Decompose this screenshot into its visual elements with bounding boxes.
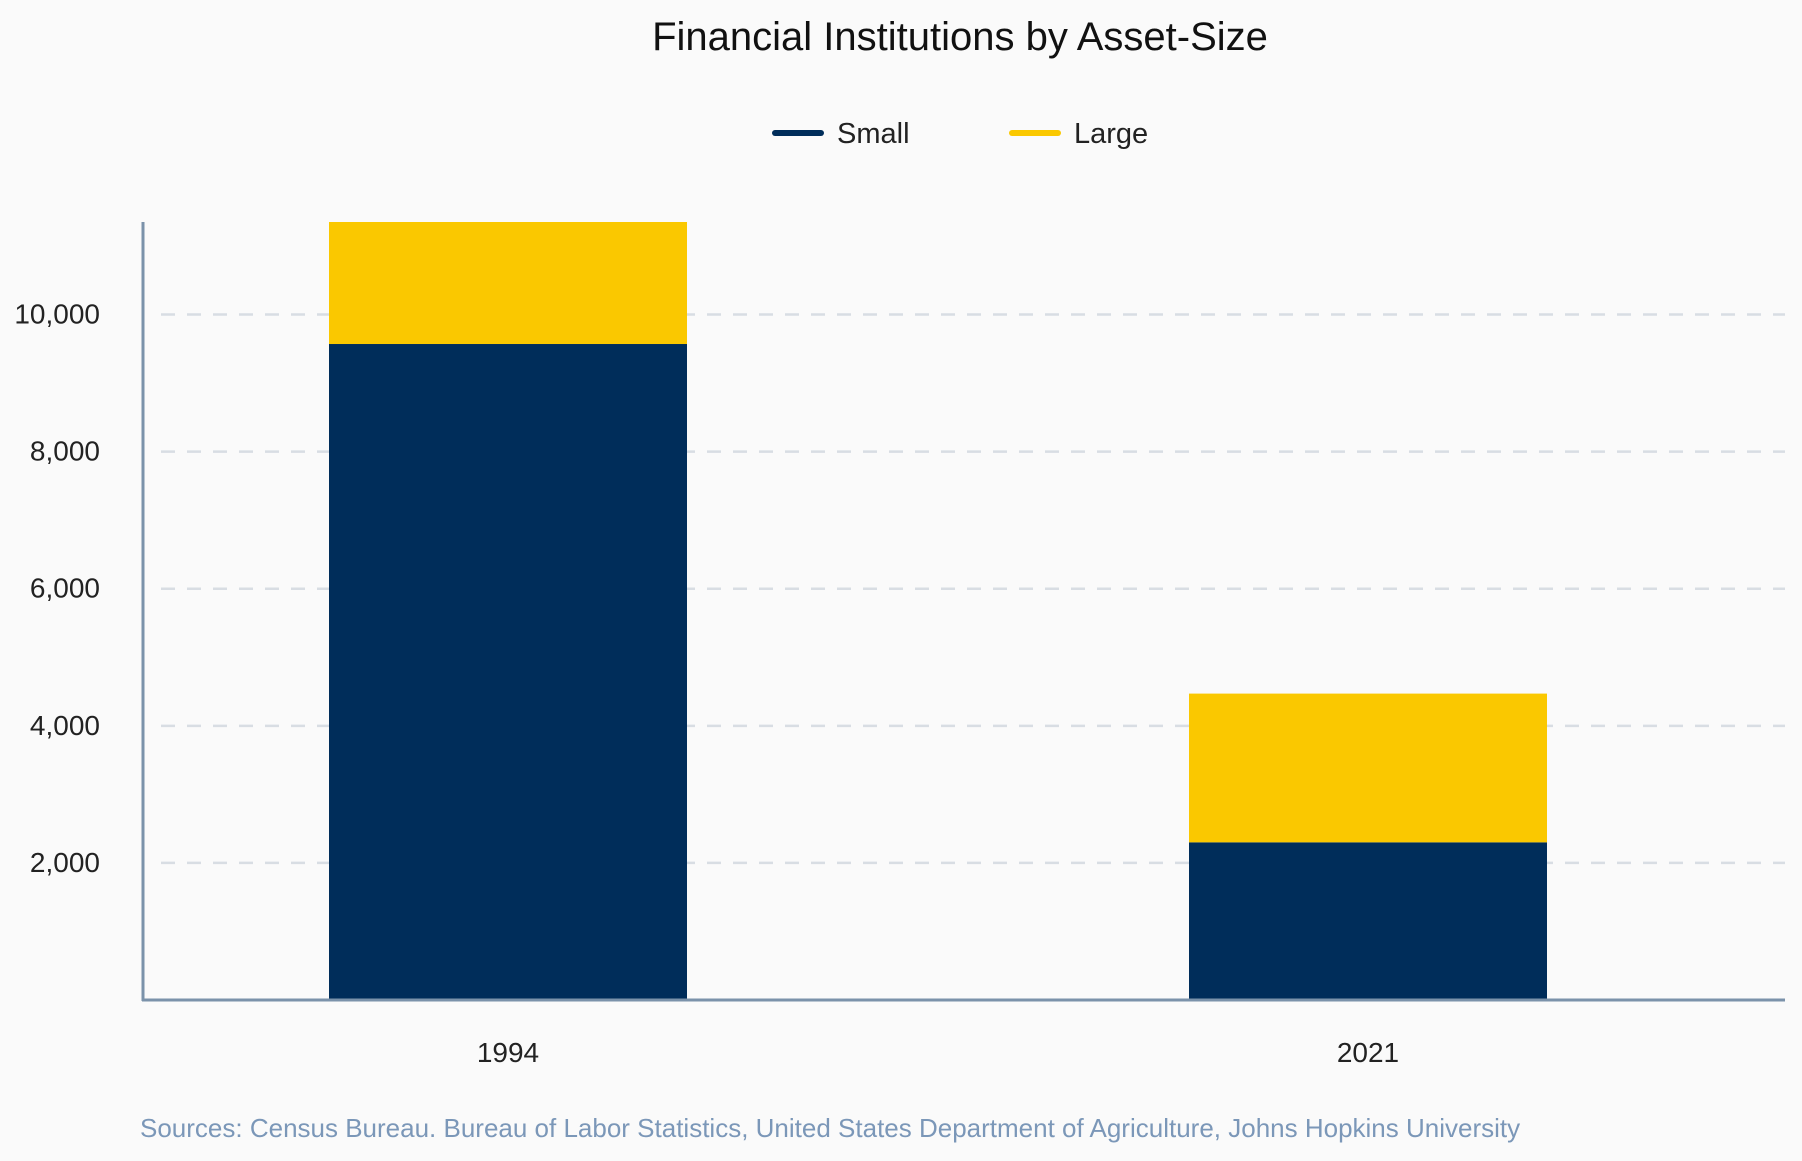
y-tick-label: 4,000: [30, 710, 100, 741]
legend-label-large: Large: [1074, 118, 1148, 150]
x-tick-label: 2021: [1337, 1037, 1399, 1068]
bar-large-1994: [329, 222, 687, 345]
y-tick-label: 8,000: [30, 436, 100, 467]
axes: [141, 222, 1785, 1002]
x-tick-labels: 1994 2021: [477, 1037, 1399, 1068]
y-tick-label: 10,000: [14, 299, 100, 330]
bar-small-1994: [329, 344, 687, 1000]
x-tick-label: 1994: [477, 1037, 539, 1068]
legend: Small Large: [772, 118, 1148, 150]
bar-large-2021: [1189, 693, 1547, 843]
legend-label-small: Small: [837, 118, 910, 150]
y-tick-label: 2,000: [30, 847, 100, 878]
bars: [329, 222, 1547, 1000]
y-tick-labels: 2,000 4,000 6,000 8,000 10,000: [14, 299, 100, 878]
chart-title: Financial Institutions by Asset-Size: [652, 15, 1268, 59]
bar-small-2021: [1189, 842, 1547, 1000]
y-tick-label: 6,000: [30, 573, 100, 604]
source-note: Sources: Census Bureau. Bureau of Labor …: [140, 1113, 1520, 1143]
